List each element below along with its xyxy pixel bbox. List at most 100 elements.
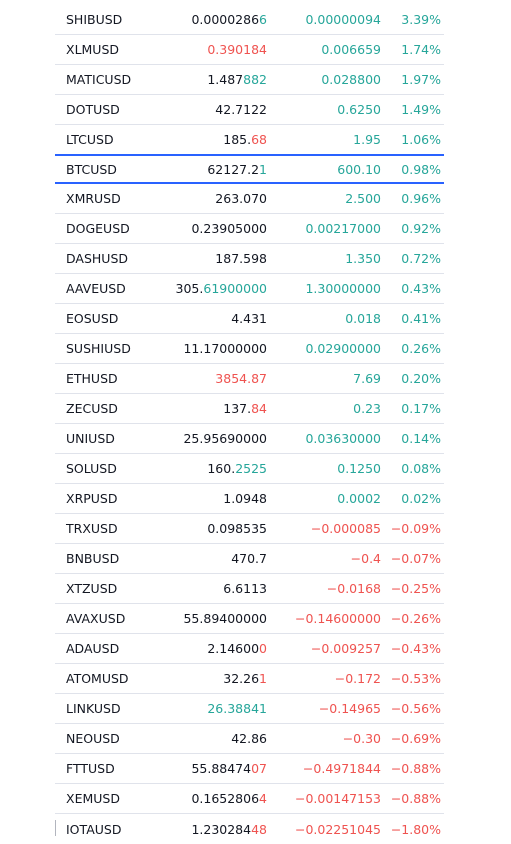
last-price-main: 6.6113 bbox=[223, 581, 267, 596]
last-price-main: 55.89400000 bbox=[183, 611, 267, 626]
change-percent: −0.53% bbox=[390, 671, 441, 686]
symbol-label: BTCUSD bbox=[66, 161, 117, 177]
symbol-label: ETHUSD bbox=[66, 371, 118, 386]
change-value: 0.028800 bbox=[321, 72, 381, 87]
symbol-label: ZECUSD bbox=[66, 401, 118, 416]
change-value: −0.172 bbox=[334, 671, 381, 686]
change-percent: −1.80% bbox=[390, 821, 441, 837]
last-price: 32.26 1 bbox=[223, 664, 267, 693]
change-percent: 0.41% bbox=[401, 311, 441, 326]
watchlist-row-avaxusd[interactable]: AVAXUSD 55.89400000 −0.14600000 −0.26% bbox=[55, 604, 444, 634]
watchlist-row-zecusd[interactable]: ZECUSD 137. 84 0.23 0.17% bbox=[55, 394, 444, 424]
change-percent: 1.97% bbox=[401, 72, 441, 87]
last-price: 185. 68 bbox=[223, 125, 267, 154]
watchlist-row-adausd[interactable]: ADAUSD 2.14600 0 −0.009257 −0.43% bbox=[55, 634, 444, 664]
change-percent: 0.72% bbox=[401, 251, 441, 266]
symbol-label: TRXUSD bbox=[66, 521, 118, 536]
last-price: 0.390184 bbox=[207, 35, 267, 64]
watchlist-row-atomusd[interactable]: ATOMUSD 32.26 1 −0.172 −0.53% bbox=[55, 664, 444, 694]
watchlist-row-sushiusd[interactable]: SUSHIUSD 11.17000000 0.02900000 0.26% bbox=[55, 334, 444, 364]
last-price-main: 0.23905000 bbox=[191, 221, 267, 236]
watchlist-row-neousd[interactable]: NEOUSD 42.86 −0.30 −0.69% bbox=[55, 724, 444, 754]
symbol-label: XEMUSD bbox=[66, 791, 120, 806]
last-price-main: 1.487 bbox=[207, 72, 244, 87]
last-price-tick: 4 bbox=[259, 791, 267, 806]
last-price: 137. 84 bbox=[223, 394, 267, 423]
watchlist-row-ethusd[interactable]: ETHUSD 3854.87 7.69 0.20% bbox=[55, 364, 444, 394]
change-percent: 1.06% bbox=[401, 132, 441, 147]
last-price-main: 32.26 bbox=[223, 671, 260, 686]
change-percent: 1.74% bbox=[401, 42, 441, 57]
watchlist-row-bnbusd[interactable]: BNBUSD 470.7 −0.4 −0.07% bbox=[55, 544, 444, 574]
change-value: −0.009257 bbox=[310, 641, 381, 656]
last-price-tick: 84 bbox=[251, 401, 267, 416]
symbol-label: ADAUSD bbox=[66, 641, 120, 656]
watchlist-row-ltcusd[interactable]: LTCUSD 185. 68 1.95 1.06% bbox=[55, 125, 444, 155]
last-price: 470.7 bbox=[231, 544, 267, 573]
watchlist-row-linkusd[interactable]: LINKUSD 26.38841 −0.14965 −0.56% bbox=[55, 694, 444, 724]
symbol-label: DOTUSD bbox=[66, 102, 120, 117]
last-price-tick: 48 bbox=[251, 821, 267, 837]
change-percent: 3.39% bbox=[401, 12, 441, 27]
watchlist-row-dogeusd[interactable]: DOGEUSD 0.23905000 0.00217000 0.92% bbox=[55, 214, 444, 244]
change-percent: 0.20% bbox=[401, 371, 441, 386]
change-value: 0.02900000 bbox=[305, 341, 381, 356]
scroll-indicator[interactable] bbox=[55, 820, 56, 836]
symbol-label: DOGEUSD bbox=[66, 221, 130, 236]
change-percent: 0.92% bbox=[401, 221, 441, 236]
watchlist-row-dashusd[interactable]: DASHUSD 187.598 1.350 0.72% bbox=[55, 244, 444, 274]
change-value: −0.02251045 bbox=[294, 821, 381, 837]
watchlist-row-btcusd[interactable]: BTCUSD 62127.2 1 600.10 0.98% bbox=[55, 154, 444, 184]
change-percent: 0.02% bbox=[401, 491, 441, 506]
symbol-label: UNIUSD bbox=[66, 431, 115, 446]
last-price: 6.6113 bbox=[223, 574, 267, 603]
last-price-tick: 0 bbox=[259, 641, 267, 656]
watchlist-row-solusd[interactable]: SOLUSD 160. 2525 0.1250 0.08% bbox=[55, 454, 444, 484]
last-price: 4.431 bbox=[231, 304, 267, 333]
change-percent: −0.07% bbox=[390, 551, 441, 566]
watchlist-row-xmrusd[interactable]: XMRUSD 263.070 2.500 0.96% bbox=[55, 184, 444, 214]
change-value: 0.006659 bbox=[321, 42, 381, 57]
change-value: −0.000085 bbox=[310, 521, 381, 536]
change-value: 0.00217000 bbox=[305, 221, 381, 236]
last-price-main: 0.0000286 bbox=[191, 12, 260, 27]
watchlist-row-eosusd[interactable]: EOSUSD 4.431 0.018 0.41% bbox=[55, 304, 444, 334]
last-price-tick: 2525 bbox=[235, 461, 267, 476]
last-price-main: 4.431 bbox=[231, 311, 267, 326]
last-price-main: 42.86 bbox=[231, 731, 267, 746]
change-percent: −0.09% bbox=[390, 521, 441, 536]
change-value: 0.1250 bbox=[337, 461, 381, 476]
change-value: 1.30000000 bbox=[305, 281, 381, 296]
watchlist-row-fttusd[interactable]: FTTUSD 55.88474 07 −0.4971844 −0.88% bbox=[55, 754, 444, 784]
change-value: 2.500 bbox=[345, 191, 381, 206]
last-price-tick: 1 bbox=[259, 161, 267, 177]
change-percent: −0.26% bbox=[390, 611, 441, 626]
symbol-label: NEOUSD bbox=[66, 731, 120, 746]
watchlist-row-xrpusd[interactable]: XRPUSD 1.0948 0.0002 0.02% bbox=[55, 484, 444, 514]
watchlist-row-maticusd[interactable]: MATICUSD 1.487 882 0.028800 1.97% bbox=[55, 65, 444, 95]
watchlist-row-uniusd[interactable]: UNIUSD 25.95690000 0.03630000 0.14% bbox=[55, 424, 444, 454]
last-price: 26.38841 bbox=[207, 694, 267, 723]
last-price-tick: 61900000 bbox=[203, 281, 267, 296]
last-price-main: 160. bbox=[207, 461, 236, 476]
watchlist-row-dotusd[interactable]: DOTUSD 42.7122 0.6250 1.49% bbox=[55, 95, 444, 125]
last-price: 0.098535 bbox=[207, 514, 267, 543]
change-value: 0.23 bbox=[353, 401, 381, 416]
watchlist-row-trxusd[interactable]: TRXUSD 0.098535 −0.000085 −0.09% bbox=[55, 514, 444, 544]
watchlist-row-xlmusd[interactable]: XLMUSD 0.390184 0.006659 1.74% bbox=[55, 35, 444, 65]
change-percent: 0.96% bbox=[401, 191, 441, 206]
symbol-label: ATOMUSD bbox=[66, 671, 129, 686]
last-price-main: 1.0948 bbox=[223, 491, 267, 506]
watchlist-table: SHIBUSD 0.0000286 6 0.00000094 3.39% XLMUSD 0.… bbox=[55, 5, 444, 844]
last-price-main: 0.1652806 bbox=[191, 791, 260, 806]
symbol-label: SUSHIUSD bbox=[66, 341, 131, 356]
watchlist-row-iotausd[interactable]: IOTAUSD 1.230284 48 −0.02251045 −1.80% bbox=[55, 814, 444, 844]
last-price: 42.7122 bbox=[215, 95, 267, 124]
watchlist-row-xtzusd[interactable]: XTZUSD 6.6113 −0.0168 −0.25% bbox=[55, 574, 444, 604]
watchlist-row-aaveusd[interactable]: AAVEUSD 305. 61900000 1.30000000 0.43% bbox=[55, 274, 444, 304]
watchlist-row-shibusd[interactable]: SHIBUSD 0.0000286 6 0.00000094 3.39% bbox=[55, 5, 444, 35]
watchlist-row-xemusd[interactable]: XEMUSD 0.1652806 4 −0.00147153 −0.88% bbox=[55, 784, 444, 814]
last-price-tick: 882 bbox=[243, 72, 267, 87]
change-percent: −0.43% bbox=[390, 641, 441, 656]
symbol-label: XMRUSD bbox=[66, 191, 121, 206]
